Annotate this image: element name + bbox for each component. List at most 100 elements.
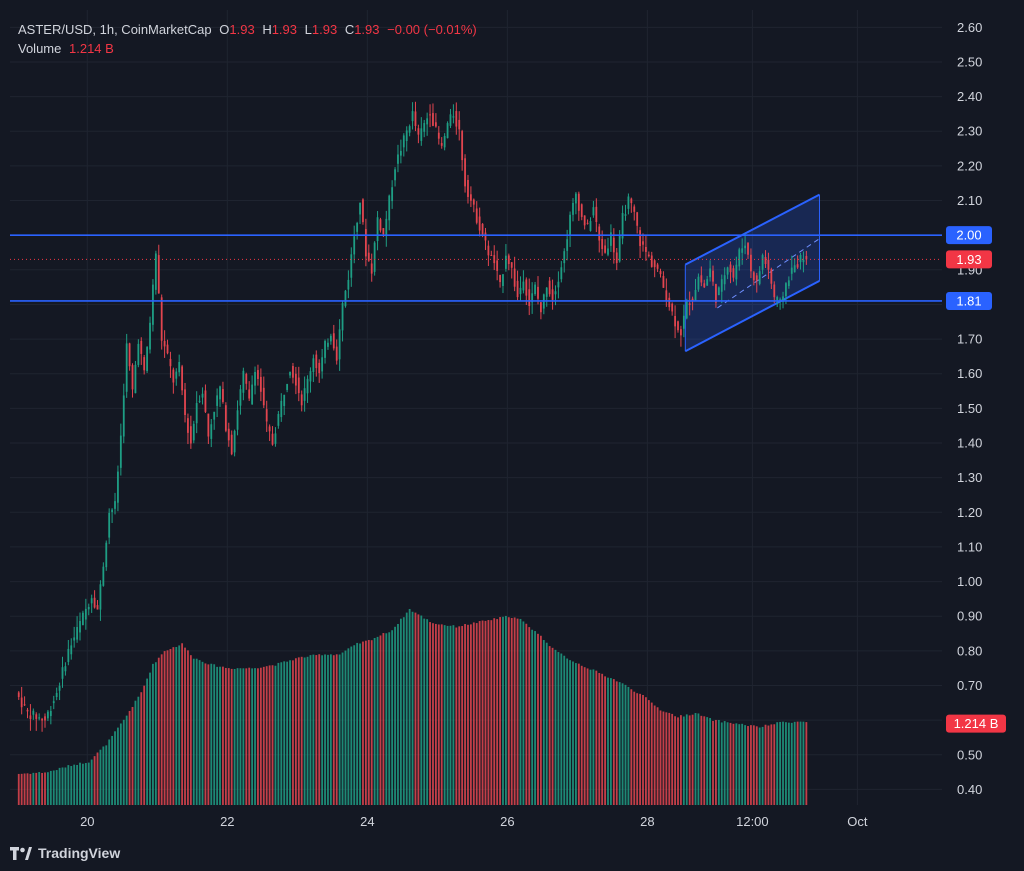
- candle-body: [615, 252, 618, 264]
- candle-body: [309, 371, 312, 382]
- candle-body: [662, 275, 665, 288]
- candle-body: [35, 714, 38, 719]
- volume-bar: [551, 647, 554, 805]
- candle-body: [575, 193, 577, 204]
- candle-body: [566, 239, 569, 251]
- volume-bar: [64, 767, 67, 805]
- candle-body: [364, 229, 367, 257]
- volume-bar: [642, 694, 644, 805]
- volume-label[interactable]: Volume: [18, 41, 62, 56]
- candle-body: [402, 135, 405, 148]
- candle-body: [373, 242, 376, 272]
- candle-body: [805, 256, 808, 260]
- volume-bar: [324, 654, 326, 805]
- candle-body: [659, 271, 662, 275]
- volume-bar: [321, 655, 324, 805]
- high-label: H: [262, 22, 272, 37]
- volume-bar: [338, 654, 341, 805]
- candle-body: [540, 302, 542, 313]
- volume-bar: [251, 668, 254, 805]
- tradingview-logo[interactable]: TradingView: [10, 845, 120, 861]
- volume-bar: [222, 666, 224, 805]
- candle-body: [434, 122, 437, 127]
- volume-bar: [353, 645, 356, 805]
- candle-body: [475, 208, 478, 223]
- x-tick-label: 12:00: [736, 814, 769, 829]
- volume-bar: [332, 655, 335, 805]
- volume-bar: [747, 726, 749, 805]
- open-value: 1.93: [229, 22, 255, 37]
- change-value: −0.00 (−0.01%): [387, 22, 477, 37]
- candle-body: [327, 342, 329, 347]
- volume-bar: [350, 646, 353, 805]
- candle-body: [472, 199, 475, 205]
- candle-body: [577, 193, 580, 211]
- symbol-title[interactable]: ASTER/USD, 1h, CoinMarketCap: [18, 22, 212, 37]
- volume-bar: [192, 658, 195, 805]
- candle-body: [332, 333, 335, 349]
- candle-body: [119, 435, 122, 468]
- volume-bar: [187, 650, 189, 805]
- volume-bar: [662, 711, 665, 805]
- volume-bar: [318, 654, 321, 805]
- candle-body: [388, 195, 391, 221]
- candle-body: [557, 281, 560, 288]
- volume-bar: [636, 693, 639, 805]
- volume-bar: [761, 726, 764, 805]
- candle-body: [423, 123, 426, 132]
- candle-body: [680, 329, 682, 336]
- volume-bar: [44, 772, 46, 805]
- time-axis[interactable]: 20 22 24 26 28 12:00 Oct: [80, 814, 868, 829]
- candle-body: [201, 393, 204, 398]
- candle-body: [478, 216, 481, 231]
- candle-body: [426, 118, 429, 125]
- horizontal-levels[interactable]: [10, 234, 942, 302]
- volume-bar: [607, 677, 609, 805]
- candle-body: [47, 711, 49, 719]
- volume-bar: [639, 693, 641, 805]
- candle-body: [408, 126, 411, 133]
- volume-bar: [344, 650, 347, 805]
- candle-body: [213, 411, 216, 420]
- candle-body: [286, 384, 289, 390]
- candle-body: [507, 255, 510, 265]
- y-tick-label: 2.10: [957, 193, 982, 208]
- volume-bar: [446, 625, 449, 805]
- candle-body: [747, 243, 749, 255]
- volume-bar: [432, 623, 434, 805]
- volume-bar: [525, 623, 528, 805]
- candle-body: [744, 245, 747, 249]
- volume-bar: [114, 731, 116, 805]
- volume-bar: [111, 735, 114, 805]
- volume-bar: [557, 652, 560, 805]
- candle-body: [44, 716, 46, 721]
- volume-bar: [140, 692, 143, 805]
- volume-bar: [717, 719, 720, 805]
- volume-bar: [227, 668, 230, 805]
- candle-body: [114, 501, 116, 509]
- volume-bar: [566, 658, 569, 805]
- volume-bar: [522, 621, 525, 805]
- candle-body: [703, 283, 706, 288]
- volume-bar: [426, 619, 429, 805]
- volume-bar: [577, 663, 580, 805]
- candle-body: [443, 135, 446, 148]
- volume-bar: [507, 617, 510, 805]
- volume-bar: [680, 715, 682, 805]
- x-tick-label: 22: [220, 814, 234, 829]
- candle-body: [738, 249, 741, 267]
- candle-body: [607, 248, 609, 255]
- parallel-channel[interactable]: [684, 193, 820, 353]
- volume-bar: [259, 667, 262, 805]
- candle-body: [137, 343, 140, 365]
- price-axis[interactable]: 2.602.502.402.302.202.102.001.901.801.70…: [957, 20, 982, 797]
- volume-bar: [645, 697, 647, 805]
- volume-bar: [785, 722, 787, 805]
- candle-body: [160, 297, 163, 341]
- level-badge: [946, 226, 992, 245]
- candle-body: [146, 347, 149, 371]
- volume-bar: [647, 700, 650, 805]
- candle-body: [537, 286, 539, 299]
- volume-bar: [449, 625, 452, 805]
